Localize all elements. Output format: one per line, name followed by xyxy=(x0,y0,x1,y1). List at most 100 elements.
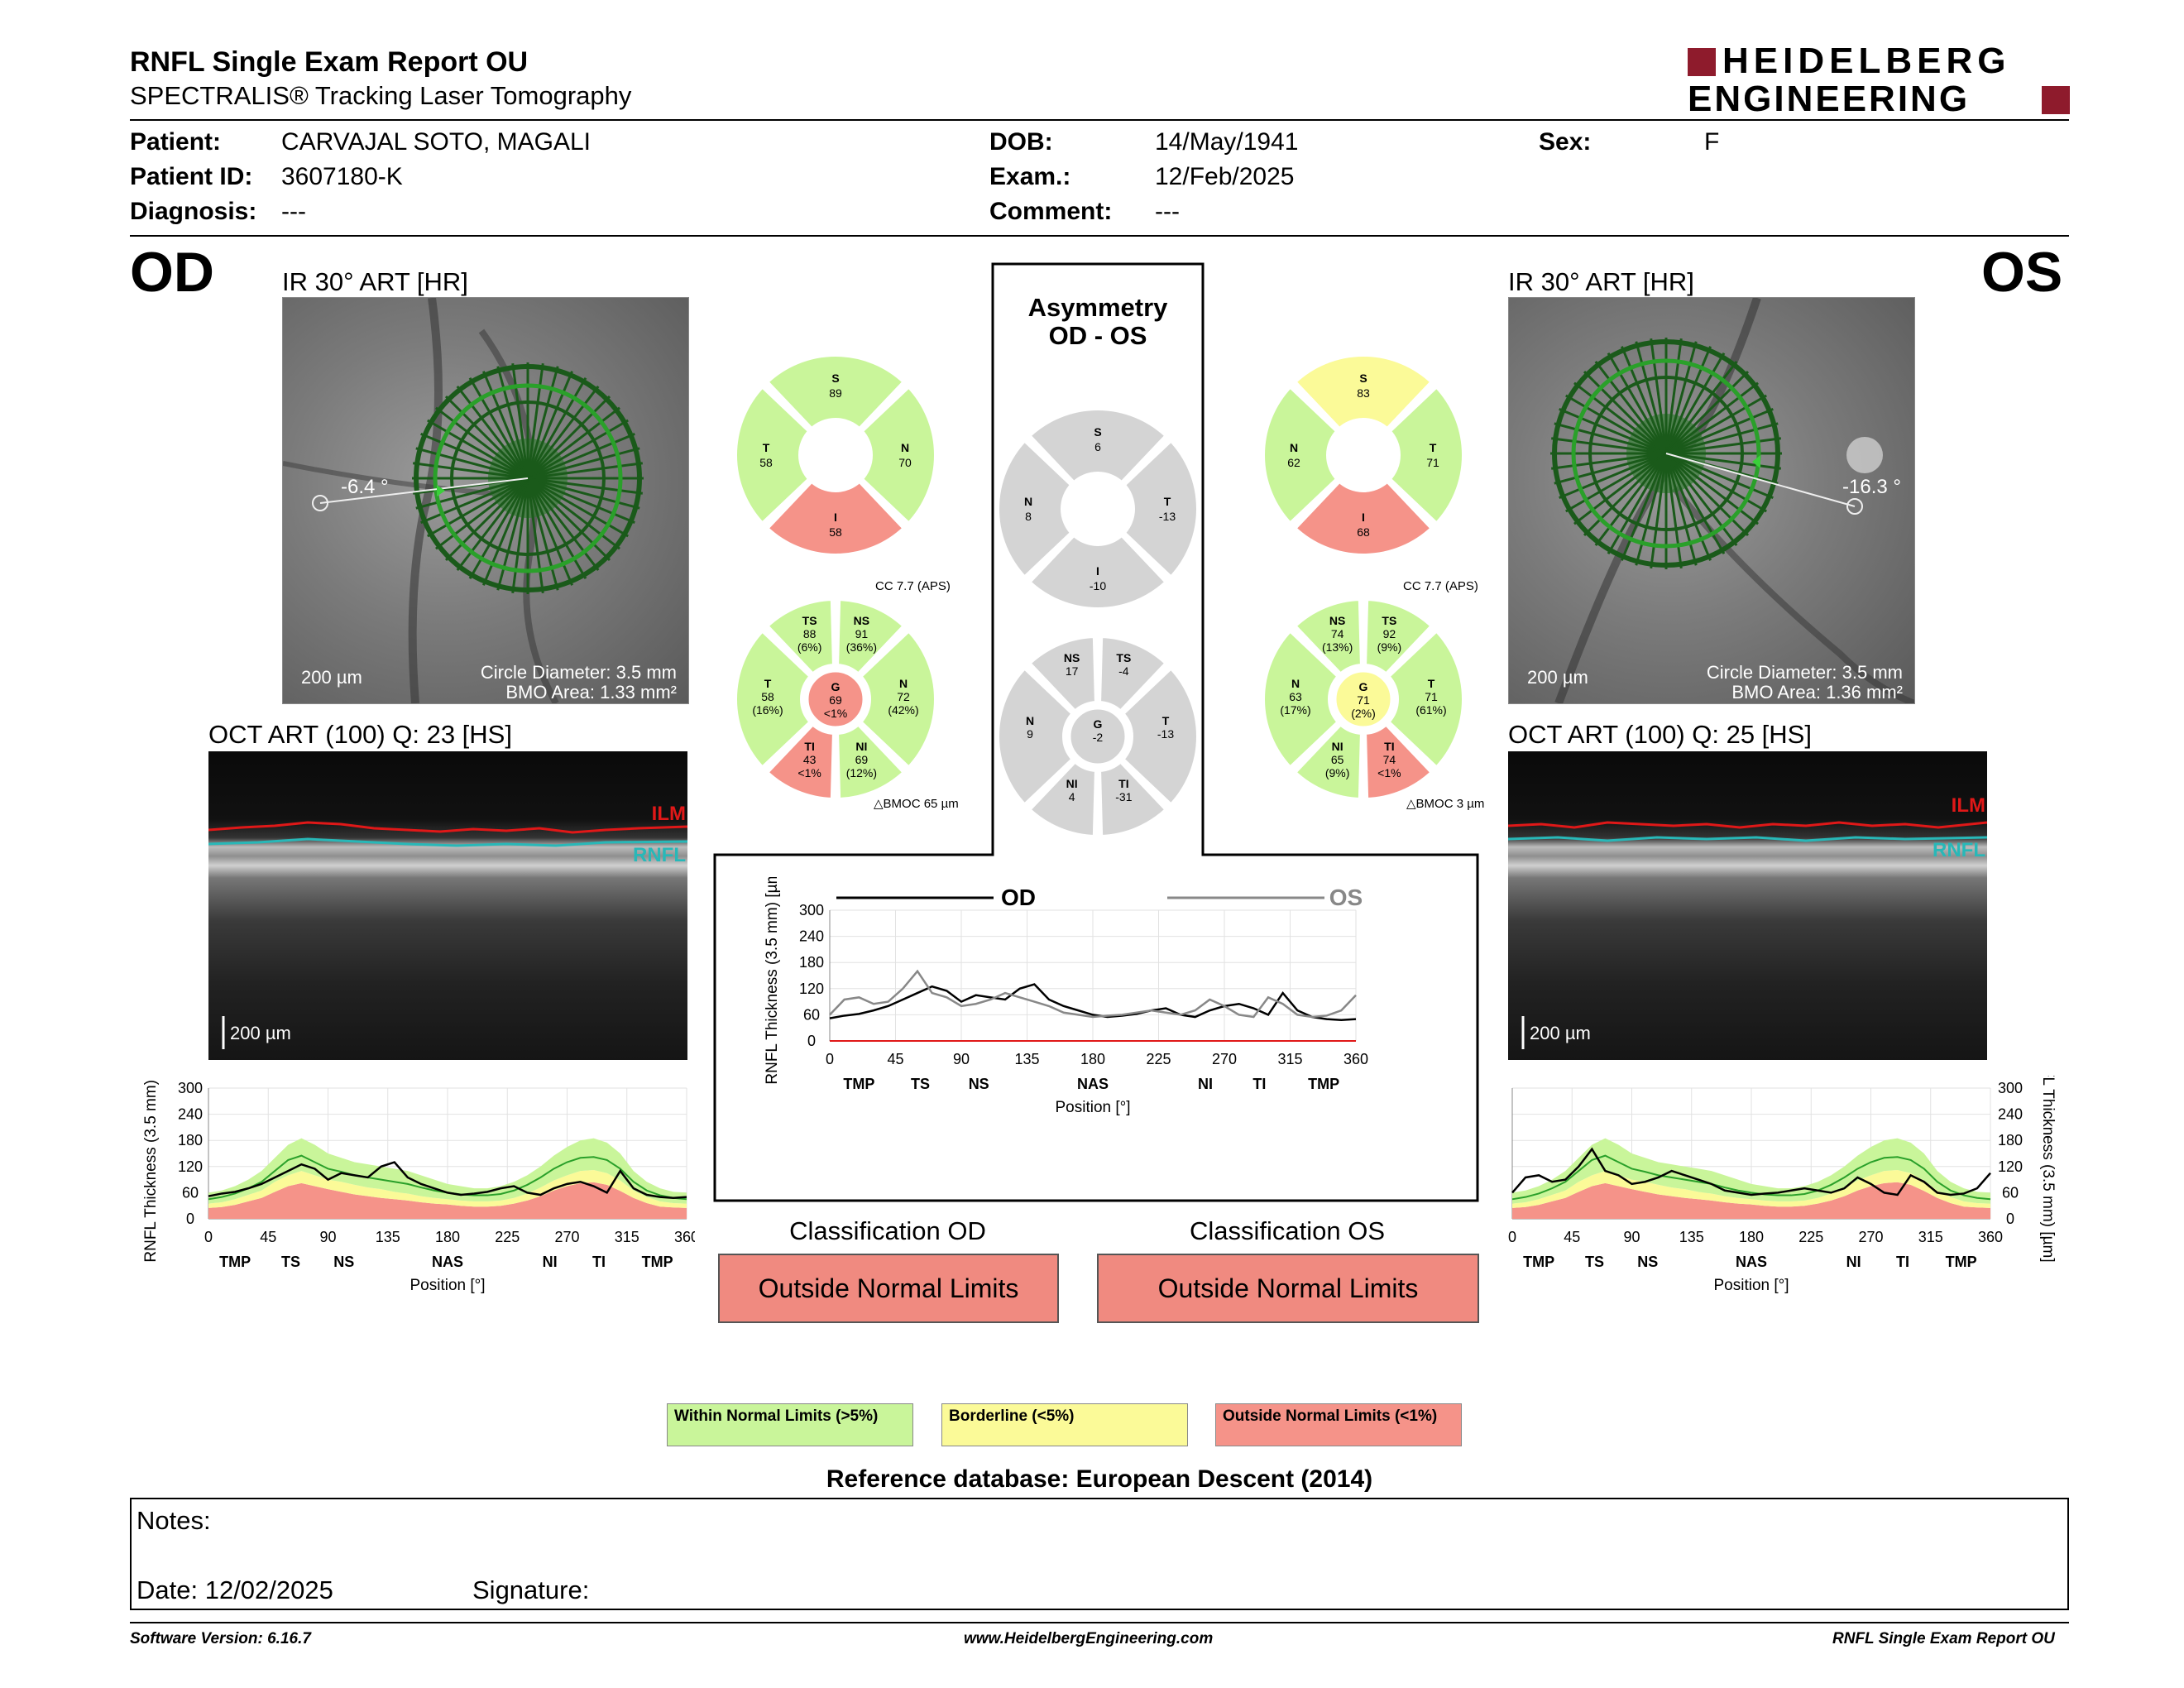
sector-NI-name: NI xyxy=(1332,740,1343,753)
sector-T xyxy=(1383,626,1467,773)
scan-spoke xyxy=(1665,452,1781,470)
sector-G-value: 69 xyxy=(829,693,842,707)
y-tick-label: 240 xyxy=(178,1106,203,1123)
y-tick-label: 180 xyxy=(178,1132,203,1149)
asymmetry-title-line1: Asymmetry xyxy=(1027,293,1168,322)
scan-spoke xyxy=(526,386,600,479)
scan-spoke xyxy=(526,477,544,593)
outside-normal-band xyxy=(1512,1182,1990,1219)
scan-spoke xyxy=(526,477,573,586)
od-cc-label: CC 7.7 (APS) xyxy=(875,579,951,593)
y-tick-label: 240 xyxy=(1998,1106,2023,1123)
od-fundus-overlay xyxy=(282,297,644,705)
scan-spoke xyxy=(1635,341,1668,454)
sector-NI xyxy=(1290,719,1366,803)
sector-S-value: 89 xyxy=(829,386,842,400)
sector-TI xyxy=(762,719,838,803)
sector-N-value: 70 xyxy=(898,456,912,469)
os-eye-label: OS xyxy=(1981,241,2063,304)
sector-TI-name: TI xyxy=(1384,740,1394,753)
scan-spoke xyxy=(1664,453,1726,554)
scan-spoke xyxy=(526,477,587,579)
x-tick-label: 315 xyxy=(1918,1229,1943,1245)
report-title: RNFL Single Exam Report OU xyxy=(130,46,529,78)
sector-NI-pct: (9%) xyxy=(1325,766,1350,779)
sector-N-value: 72 xyxy=(897,690,910,703)
scan-spoke xyxy=(1554,422,1667,455)
scan-spoke xyxy=(1650,453,1668,568)
x-tick-label: 90 xyxy=(319,1229,336,1245)
footer-website[interactable]: www.HeidelbergEngineering.com xyxy=(964,1630,1214,1647)
scan-spoke xyxy=(1650,338,1668,454)
scan-spoke xyxy=(1665,452,1759,525)
sector-N-name: N xyxy=(901,441,909,454)
x-tick-label: 270 xyxy=(1858,1229,1883,1245)
y-axis-label: RNFL Thickness (3.5 mm) [µm] xyxy=(142,1076,160,1263)
sex-value: F xyxy=(1704,128,1720,156)
sector-NS-pct: (36%) xyxy=(846,640,877,654)
scan-spoke xyxy=(456,386,529,479)
sector-NS-name: NS xyxy=(1329,614,1345,627)
classification-od-box: Outside Normal Limits xyxy=(718,1254,1059,1323)
sector-TI-pct: <1% xyxy=(797,766,821,779)
sector-T-value: -13 xyxy=(1159,510,1176,523)
circle-outline xyxy=(734,353,937,557)
os-circle-diameter: Circle Diameter: 3.5 mm xyxy=(1706,662,1903,683)
heidelberg-logo: HEIDELBERG ENGINEERING xyxy=(1688,43,2070,117)
sector-label: NI xyxy=(1846,1254,1861,1270)
x-tick-label: 360 xyxy=(1978,1229,2003,1245)
od-oct-scale: 200 µm xyxy=(230,1023,291,1043)
sector-T-pct: (61%) xyxy=(1415,703,1446,717)
scan-spoke xyxy=(1551,437,1667,455)
os-angle-readout: -16.3 ° xyxy=(1842,476,1901,498)
os-cc-label: CC 7.7 (APS) xyxy=(1403,579,1478,593)
sector-S-name: S xyxy=(831,372,839,385)
sector-label: NI xyxy=(543,1254,558,1270)
asymmetry-quadrant-circle: S6 T -13 I-10 N 8 xyxy=(994,405,1201,612)
sector-I-name: I xyxy=(834,511,837,524)
scan-spoke xyxy=(482,477,529,586)
scan-spoke xyxy=(1607,352,1668,454)
sector-NS-value: 17 xyxy=(1066,664,1079,678)
scan-spoke xyxy=(496,366,529,479)
y-tick-label: 300 xyxy=(1998,1080,2023,1096)
sector-S-value: 6 xyxy=(1094,440,1101,453)
x-axis-label: Position [°] xyxy=(410,1277,485,1294)
exam-label: Exam.: xyxy=(989,163,1071,190)
x-tick-label: 135 xyxy=(1679,1229,1704,1245)
sector-NI-pct: (12%) xyxy=(846,766,877,779)
diagnosis-label: Diagnosis: xyxy=(130,198,257,225)
patient-id-label: Patient ID: xyxy=(130,163,253,190)
sector-TS-value: -4 xyxy=(1118,664,1129,678)
sector-TS-pct: (6%) xyxy=(797,640,822,654)
x-tick-label: 90 xyxy=(953,1051,970,1067)
borderline-band xyxy=(208,1170,687,1208)
sector-NS-value: 74 xyxy=(1331,627,1344,640)
x-axis-label: Position [°] xyxy=(1055,1099,1130,1116)
sector-N-name: N xyxy=(899,677,908,690)
sector-I-name: I xyxy=(1096,564,1099,578)
sector-TS-pct: (9%) xyxy=(1377,640,1402,654)
sector-label: TMP xyxy=(1308,1076,1339,1092)
sector-NS-value: 91 xyxy=(855,627,869,640)
x-tick-label: 90 xyxy=(1623,1229,1640,1245)
scan-spoke xyxy=(427,419,529,480)
scan-spoke xyxy=(1664,453,1683,568)
os-bmoc-value: BMOC 3 µm xyxy=(1415,797,1485,811)
sector-TS xyxy=(1361,595,1437,679)
sector-T-value: 58 xyxy=(759,456,773,469)
series-od-line xyxy=(208,1161,687,1199)
notes-signature-label: Signature: xyxy=(472,1575,590,1604)
scan-spoke xyxy=(526,477,611,562)
od-eye-label: OD xyxy=(130,241,214,304)
od-angle-readout: -6.4 ° xyxy=(341,476,389,498)
sector-NS xyxy=(833,595,909,679)
delta-icon: △ xyxy=(874,797,884,811)
scan-spoke xyxy=(1583,370,1668,455)
scan-spoke xyxy=(527,419,629,480)
scan-spoke xyxy=(415,477,529,510)
sector-label: TMP xyxy=(642,1254,673,1270)
sector-NI-value: 4 xyxy=(1069,790,1075,803)
sector-T-value: 58 xyxy=(761,690,774,703)
scan-spoke xyxy=(526,477,600,571)
